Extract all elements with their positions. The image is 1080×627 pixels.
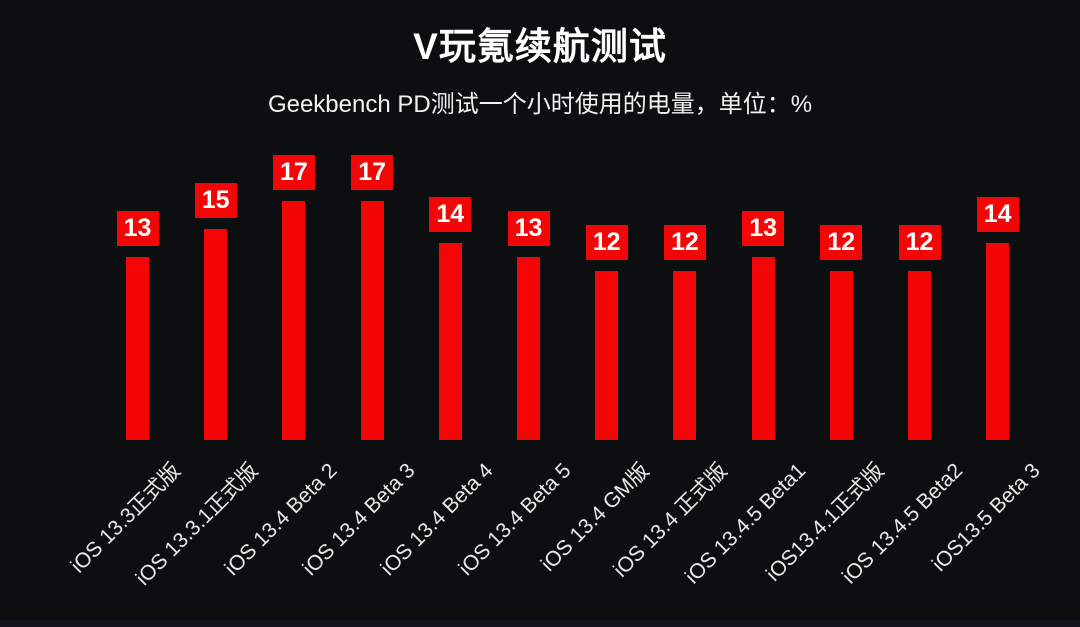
bar-value-label: 13	[507, 211, 550, 247]
bar	[282, 201, 306, 440]
bar-value-label: 14	[976, 197, 1019, 233]
chart-title: V玩氪续航测试	[413, 26, 667, 67]
bar-value-label: 12	[898, 225, 941, 261]
bar	[829, 271, 853, 440]
bar-value-label: 12	[820, 225, 863, 261]
bar	[908, 271, 931, 440]
bar-value-label: 14	[429, 197, 472, 233]
bar	[438, 243, 462, 440]
bar-value-label: 12	[585, 225, 628, 261]
bar-value-label: 15	[194, 183, 237, 219]
bar-value-label: 12	[663, 225, 706, 261]
bar	[986, 243, 1010, 440]
bar-value-label: 13	[742, 211, 785, 247]
bar	[360, 201, 384, 440]
bar	[517, 257, 540, 440]
bar	[751, 257, 775, 440]
bar-value-label: 13	[116, 211, 159, 247]
bar-value-label: 17	[272, 155, 315, 191]
bar	[126, 257, 149, 440]
bar	[595, 271, 619, 440]
bar	[204, 229, 228, 440]
bar-value-label: 17	[351, 155, 394, 191]
chart-subtitle: Geekbench PD测试一个小时使用的电量，单位：%	[267, 91, 813, 118]
bottom-strip	[0, 620, 1080, 627]
bar	[673, 271, 697, 440]
